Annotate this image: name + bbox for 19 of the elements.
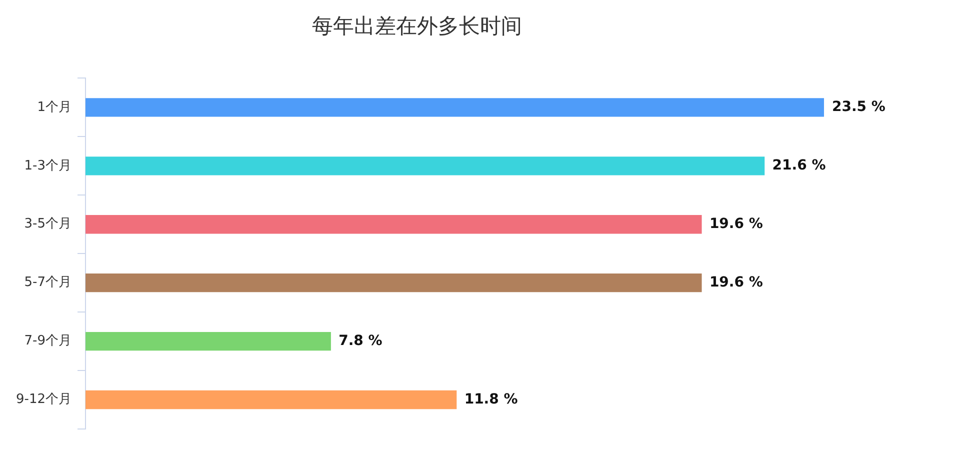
y-tick-label: 1-3个月 [24, 158, 72, 174]
bar [86, 332, 331, 351]
chart-title: 每年出差在外多长时间 [312, 14, 522, 38]
data-label: 19.6 % [709, 274, 763, 290]
y-tick-label: 9-12个月 [16, 392, 72, 408]
data-label: 21.6 % [772, 158, 826, 174]
y-tick-label: 1个月 [37, 100, 72, 115]
data-label: 19.6 % [709, 216, 763, 232]
data-label: 23.5 % [832, 99, 886, 116]
bar [86, 98, 824, 117]
y-tick-label: 5-7个月 [24, 275, 72, 290]
bar [86, 156, 765, 176]
bar [86, 215, 702, 234]
y-tick-label: 7-9个月 [24, 334, 72, 349]
bar [86, 274, 702, 292]
data-label: 11.8 % [464, 391, 518, 408]
data-label: 7.8 % [338, 332, 382, 349]
bar [86, 390, 457, 410]
y-tick-label: 3-5个月 [24, 216, 72, 232]
